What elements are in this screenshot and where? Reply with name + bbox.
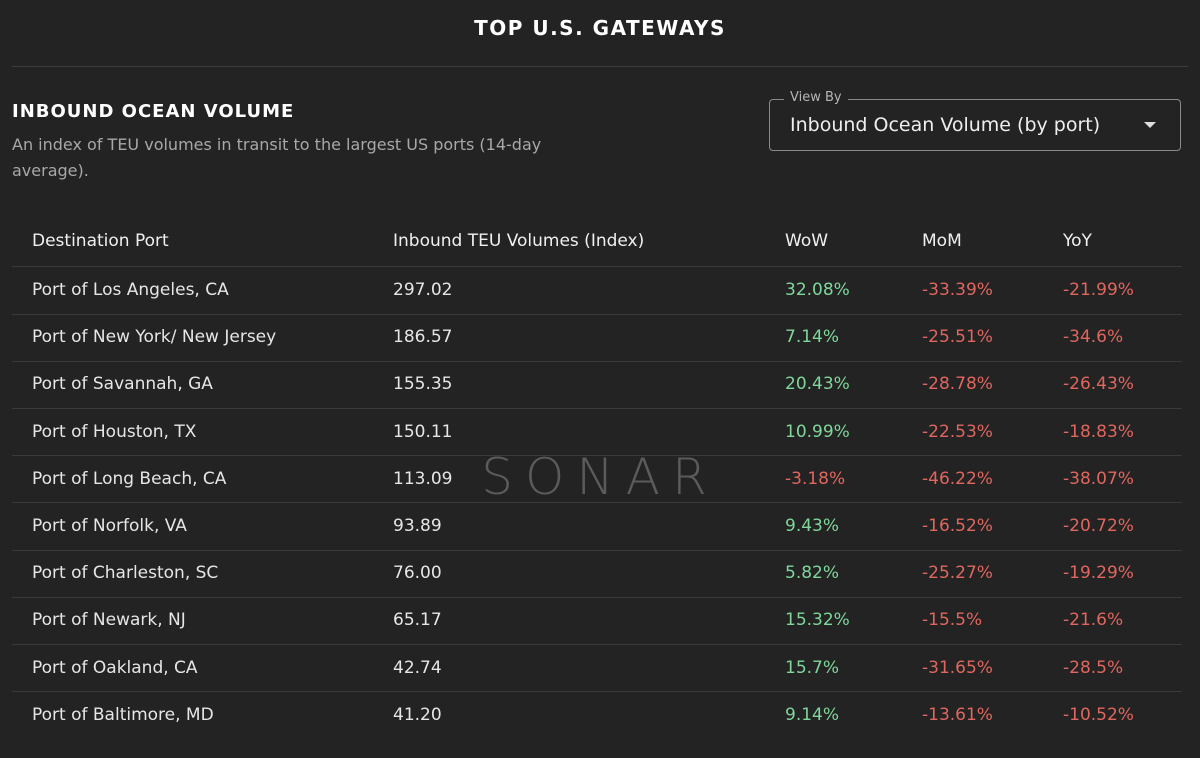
port-name: Port of Baltimore, MD [32, 704, 214, 725]
table-cell: 76.00 [393, 563, 442, 584]
table-cell: -25.27% [922, 563, 993, 584]
row-line [12, 691, 1182, 693]
table-cell: -34.6% [1063, 327, 1124, 348]
table-cell: -22.53% [922, 421, 993, 442]
column-header: WoW [785, 231, 829, 251]
table-cell: 20.43% [785, 374, 850, 395]
row-line [12, 455, 1182, 457]
port-name: Port of Long Beach, CA [32, 468, 227, 489]
table-cell: -13.61% [922, 704, 993, 725]
table-cell: 42.74 [393, 657, 442, 678]
table-cell: 93.89 [393, 516, 442, 536]
table-cell: 297.02 [393, 280, 453, 300]
table-cell: -19.29% [1063, 563, 1134, 584]
table-cell: -20.72% [1063, 516, 1134, 536]
watermark: SONAR [481, 448, 719, 506]
section-title: INBOUND OCEAN VOLUME [12, 101, 295, 122]
table-cell: -46.22% [922, 468, 993, 489]
dropdown-value: Inbound Ocean Volume (by port) [790, 114, 1101, 136]
header-line [12, 266, 1182, 267]
table-cell: 65.17 [393, 610, 442, 631]
table-cell: 5.82% [785, 563, 840, 584]
table-cell: -16.52% [922, 516, 993, 536]
table-cell: 113.09 [393, 468, 453, 489]
table-cell: -38.07% [1063, 468, 1134, 489]
table-cell: -15.5% [922, 610, 983, 631]
table-cell: -21.6% [1063, 610, 1124, 631]
row-line [12, 408, 1182, 409]
row-line [12, 596, 1182, 598]
row-line [12, 360, 1182, 362]
port-name: Port of Savannah, GA [32, 374, 213, 395]
table-cell: 15.32% [785, 610, 850, 631]
port-name: Port of Houston, TX [32, 421, 197, 442]
table-cell: -21.99% [1063, 280, 1134, 300]
table-cell: 9.14% [785, 704, 840, 725]
table-cell: 155.35 [393, 374, 453, 395]
column-header: Inbound TEU Volumes (Index) [393, 231, 645, 251]
table-cell: -26.43% [1063, 374, 1134, 395]
column-header: Destination Port [32, 231, 169, 251]
port-name: Port of Newark, NJ [32, 610, 186, 631]
port-name: Port of New York/ New Jersey [32, 327, 277, 348]
dropdown-arrow [1144, 122, 1156, 128]
port-name: Port of Oakland, CA [32, 657, 198, 678]
table-cell: 15.7% [785, 657, 840, 678]
table-cell: 7.14% [785, 327, 840, 348]
table-cell: -18.83% [1063, 421, 1134, 442]
section-description: An index of TEU volumes in transit to th… [12, 135, 542, 180]
row-line [12, 502, 1182, 504]
port-name: Port of Charleston, SC [32, 563, 219, 584]
row-line [12, 549, 1182, 551]
table-cell: -31.65% [922, 657, 993, 678]
table-cell: 9.43% [785, 516, 840, 536]
column-header: MoM [922, 231, 962, 251]
page-title: TOP U.S. GATEWAYS [474, 16, 726, 40]
table-cell: -10.52% [1063, 704, 1134, 725]
table-cell: 41.20 [393, 704, 442, 725]
port-name: Port of Norfolk, VA [32, 516, 187, 536]
dropdown-label: View By [784, 90, 848, 105]
row-line [12, 644, 1182, 645]
row-line [12, 313, 1182, 315]
port-name: Port of Los Angeles, CA [32, 280, 229, 300]
table-cell: -28.78% [922, 374, 993, 395]
table-cell: 150.11 [393, 421, 453, 442]
divider [12, 66, 1188, 67]
table-cell: 10.99% [785, 421, 850, 442]
column-header: YoY [1063, 231, 1092, 251]
table-cell: -28.5% [1063, 657, 1124, 678]
table-cell: 32.08% [785, 280, 850, 300]
table-cell: -25.51% [922, 327, 993, 348]
table-cell: 186.57 [393, 327, 453, 348]
view-by-dropdown[interactable]: View By Inbound Ocean Volume (by port) [769, 90, 1181, 151]
table-cell: -33.39% [922, 280, 993, 300]
table-cell: -3.18% [785, 468, 846, 489]
